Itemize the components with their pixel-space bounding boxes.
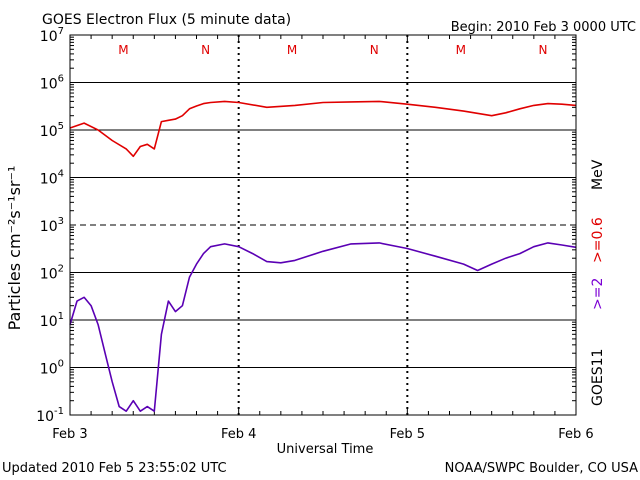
grid-lines <box>69 35 577 415</box>
y-tick-label: 10-1 <box>36 406 64 425</box>
credit-text: NOAA/SWPC Boulder, CO USA <box>445 461 638 476</box>
x-axis-title: Universal Time <box>277 442 374 457</box>
x-tick-labels: Feb 3 Feb 4 Feb 5 Feb 6 <box>52 427 593 442</box>
y-tick-label: 102 <box>40 264 64 283</box>
marker-n: N <box>201 43 210 57</box>
y-tick-label: 103 <box>40 216 64 235</box>
y-tick-labels: 107 106 105 104 103 102 101 100 10-1 <box>36 26 64 425</box>
energy-2mev-label: >=2 <box>590 278 606 310</box>
energy-labels: MeV >=2 >=0.6 GOES11 <box>590 159 606 406</box>
y-tick-label: 107 <box>40 26 64 45</box>
y-axis-title: Particles cm⁻²s⁻¹sr⁻¹ <box>5 166 24 331</box>
begin-time: Begin: 2010 Feb 3 0000 UTC <box>451 20 636 35</box>
marker-m: M <box>118 43 128 57</box>
series-line-2mev <box>69 242 577 413</box>
marker-m: M <box>456 43 466 57</box>
chart-title: GOES Electron Flux (5 minute data) <box>42 12 291 28</box>
x-tick-label: Feb 3 <box>52 427 87 442</box>
x-tick-label: Feb 4 <box>221 427 256 442</box>
marker-n: N <box>538 43 547 57</box>
mev-label: MeV <box>590 159 606 190</box>
y-tick-label: 104 <box>40 169 64 188</box>
y-tick-label: 101 <box>40 311 64 330</box>
y-tick-label: 105 <box>40 121 64 140</box>
marker-m: M <box>287 43 297 57</box>
y-tick-label: 100 <box>40 359 64 378</box>
satellite-label: GOES11 <box>590 349 606 406</box>
data-series <box>69 100 577 413</box>
energy-06mev-label: >=0.6 <box>590 217 606 263</box>
x-tick-label: Feb 6 <box>558 427 593 442</box>
y-tick-label: 106 <box>40 74 64 93</box>
x-tick-label: Feb 5 <box>390 427 425 442</box>
series-line-06mev <box>69 100 577 158</box>
plot-frame <box>69 34 577 416</box>
updated-timestamp: Updated 2010 Feb 5 23:55:02 UTC <box>2 461 227 476</box>
marker-n: N <box>370 43 379 57</box>
